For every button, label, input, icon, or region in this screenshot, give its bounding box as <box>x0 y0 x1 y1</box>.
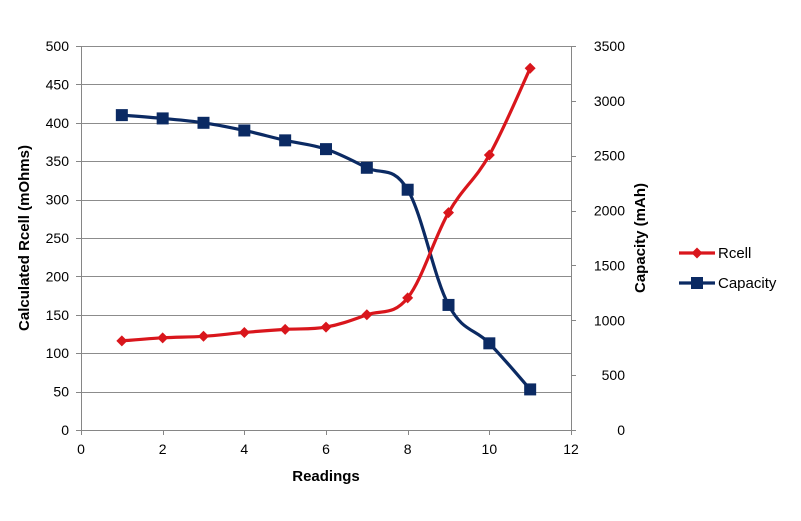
legend-item-rcell: Rcell <box>679 245 751 262</box>
data-point-rcell <box>320 321 332 333</box>
data-point-rcell <box>443 207 454 219</box>
data-point-capacity <box>320 143 332 156</box>
y-right-tick-label: 3000 <box>594 93 625 109</box>
y-axis-right-title: Capacity (mAh) <box>632 183 649 293</box>
data-point-capacity <box>238 124 251 137</box>
y-left-tick-label: 500 <box>46 38 70 54</box>
legend-marker <box>691 247 703 259</box>
data-point-rcell <box>483 149 495 161</box>
legend-marker <box>691 277 703 289</box>
y-axis-left-title: Calculated Rcell (mOhms) <box>16 145 33 331</box>
y-right-tick-label: 3500 <box>594 38 625 54</box>
data-point-rcell <box>116 335 128 347</box>
series-group <box>115 62 537 396</box>
data-point-capacity <box>401 183 414 196</box>
y-right-tick-label: 0 <box>617 422 625 438</box>
y-left-tick-label: 400 <box>46 115 70 131</box>
data-point-capacity <box>442 298 455 311</box>
series-capacity <box>115 109 537 396</box>
y-right-tick-label: 500 <box>602 367 626 383</box>
data-point-rcell <box>279 323 291 335</box>
data-point-rcell <box>238 326 250 338</box>
series-line-rcell <box>121 67 532 343</box>
data-point-capacity <box>279 134 292 147</box>
data-point-capacity <box>524 383 537 396</box>
x-tick-label: 0 <box>77 441 85 457</box>
x-tick-label: 10 <box>482 441 498 457</box>
x-tick-label: 4 <box>240 441 248 457</box>
y-right-tick-label: 2000 <box>594 203 625 219</box>
data-point-rcell <box>402 292 414 304</box>
data-point-rcell <box>524 62 536 74</box>
y-left-tick-label: 150 <box>46 307 70 323</box>
y-left-tick-label: 100 <box>46 345 70 361</box>
x-axis-title: Readings <box>292 468 360 485</box>
legend-item-capacity: Capacity <box>679 275 777 292</box>
y-right-tick-label: 1000 <box>594 312 625 328</box>
y-right-tick-label: 1500 <box>594 257 625 273</box>
tick-labels: 0 2 4 6 8 10 12 0 50 100 150 200 250 300 350 400 450 500 0… <box>46 38 626 457</box>
data-point-rcell <box>361 309 373 321</box>
data-point-capacity <box>156 112 169 125</box>
y-left-tick-label: 350 <box>46 153 70 169</box>
x-tick-label: 12 <box>563 441 579 457</box>
y-left-tick-label: 200 <box>46 268 70 284</box>
legend-label: Rcell <box>718 245 751 262</box>
legend: Rcell Capacity <box>679 245 777 292</box>
data-point-capacity <box>483 337 496 350</box>
data-point-rcell <box>198 330 209 342</box>
y-left-tick-label: 250 <box>46 230 70 246</box>
data-point-capacity <box>197 116 210 129</box>
series-line-capacity <box>121 113 532 391</box>
legend-label: Capacity <box>718 275 777 292</box>
data-point-capacity <box>360 161 373 174</box>
x-tick-label: 6 <box>322 441 330 457</box>
data-point-capacity <box>115 109 128 122</box>
gridlines <box>81 46 571 431</box>
y-left-tick-label: 50 <box>53 384 69 400</box>
y-left-tick-label: 450 <box>46 76 70 92</box>
x-tick-label: 8 <box>404 441 412 457</box>
x-tick-label: 2 <box>159 441 167 457</box>
y-left-tick-label: 0 <box>61 422 69 438</box>
data-point-rcell <box>157 332 169 344</box>
y-left-tick-label: 300 <box>46 192 70 208</box>
y-right-tick-label: 2500 <box>594 148 625 164</box>
axes <box>76 46 576 435</box>
series-rcell <box>116 62 536 347</box>
